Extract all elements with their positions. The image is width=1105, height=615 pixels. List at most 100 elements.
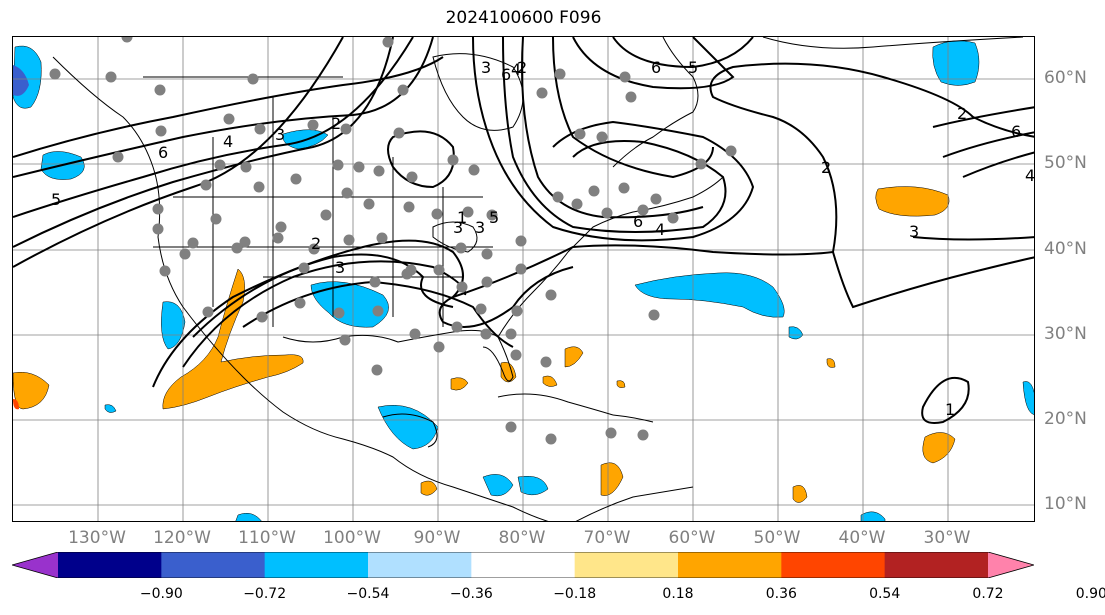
station-dot [619, 71, 631, 83]
station-dot [637, 204, 649, 216]
contour-label: 3 [481, 58, 491, 77]
station-dot [545, 289, 557, 301]
positive-anomaly-region [564, 346, 584, 368]
negative-anomaly-region [377, 404, 439, 450]
contour-label: 6 [158, 143, 168, 162]
station-dot [725, 145, 737, 157]
contour-label: 6 [1011, 122, 1021, 141]
station-dot [511, 305, 523, 317]
longitude-label: 40°W [838, 528, 886, 548]
station-dot [353, 161, 365, 173]
graticule [13, 37, 1034, 521]
station-dot [515, 263, 527, 275]
longitude-label: 130°W [68, 528, 126, 548]
negative-anomaly-region [104, 404, 117, 413]
station-dot [49, 68, 61, 80]
positive-anomaly-region [875, 186, 950, 217]
positive-anomaly-region [922, 432, 956, 464]
negative-anomaly-region [310, 281, 389, 328]
contour-line [942, 131, 1034, 158]
contour-line [962, 151, 1034, 178]
negative-anomaly-region [1022, 381, 1034, 415]
station-dot [433, 341, 445, 353]
negative-anomaly-region [634, 272, 785, 318]
colorbar-tick-label: 0.54 [869, 586, 901, 602]
station-dot [210, 213, 222, 225]
station-dot [637, 429, 649, 441]
station-dot [339, 334, 351, 346]
station-dot [369, 276, 381, 288]
station-dot [650, 193, 662, 205]
station-dot [605, 427, 617, 439]
station-dot [571, 198, 583, 210]
positive-anomaly-region [13, 399, 19, 410]
station-dot [376, 232, 388, 244]
station-dot [451, 321, 463, 333]
contour-line [921, 377, 970, 424]
greenland-coast [762, 37, 1024, 49]
station-dot [486, 209, 498, 221]
negative-anomaly-region [482, 474, 514, 497]
station-dot [505, 421, 517, 433]
negative-anomaly-region [788, 326, 804, 340]
station-dot [397, 84, 409, 96]
contour-label: 2 [957, 104, 967, 123]
contour-label: 5 [51, 190, 61, 209]
contour-line [152, 239, 574, 388]
longitude-label: 80°W [498, 528, 546, 548]
station-dot [308, 243, 320, 255]
contour-line [521, 37, 704, 219]
station-dot [159, 265, 171, 277]
longitude-label: 100°W [323, 528, 381, 548]
contour-line [13, 56, 444, 158]
contour-label: 5 [489, 208, 499, 227]
longitude-label: 70°W [583, 528, 631, 548]
hudson-bay [432, 53, 524, 131]
colorbar-tick-label: 0.90 [1075, 586, 1105, 602]
contour-label: 6 [501, 65, 511, 84]
contour-label: 4 [655, 220, 665, 239]
coastline-gulf [282, 329, 514, 382]
positive-anomaly-region [792, 485, 808, 503]
station-dot [152, 203, 164, 215]
colorbar-extend-high [988, 552, 1034, 578]
cuba [497, 393, 614, 416]
latitude-label: 10°N [1044, 494, 1087, 514]
contour-label: 5 [688, 58, 698, 77]
contour-label: 3 [475, 218, 485, 237]
station-dot [505, 328, 517, 340]
contour-label: 2 [311, 234, 321, 253]
map-panel: 6 4 5 2 3 6 2 5 3 4 6 5 3 6 4 2 6 2 3 4 … [12, 36, 1035, 522]
latitude-label: 50°N [1044, 153, 1087, 173]
contour-line [912, 236, 1034, 241]
contour-label: 3 [275, 125, 285, 144]
station-dot [648, 309, 660, 321]
contour-label: 1 [945, 400, 955, 419]
station-dot [545, 433, 557, 445]
station-dot [536, 87, 548, 99]
station-dot [475, 303, 487, 315]
colorbar-segment [471, 552, 576, 578]
station-dot [247, 73, 259, 85]
station-dot [373, 165, 385, 177]
colorbar-segment [678, 552, 782, 578]
contour-label-layer: 6 4 5 2 3 6 2 5 3 4 6 5 3 6 4 2 6 2 3 4 … [51, 58, 1034, 419]
station-dot [272, 232, 284, 244]
coastline-east [497, 176, 724, 338]
longitude-label: 50°W [753, 528, 801, 548]
negative-anomaly-region [517, 476, 549, 496]
latitude-label: 20°N [1044, 409, 1087, 429]
contour-label: 2 [331, 114, 341, 133]
colorbar-tick-label: 0.18 [662, 586, 694, 602]
great-lakes [432, 221, 478, 253]
station-dot [515, 235, 527, 247]
colorbar-segment [161, 552, 266, 578]
contour-line [612, 37, 754, 69]
station-dot [406, 171, 418, 183]
station-layer [49, 37, 737, 445]
colorbar-segment [574, 552, 679, 578]
longitude-label: 120°W [153, 528, 211, 548]
station-dot [239, 236, 251, 248]
station-dot [372, 305, 384, 317]
colorbar-segment [58, 552, 162, 578]
